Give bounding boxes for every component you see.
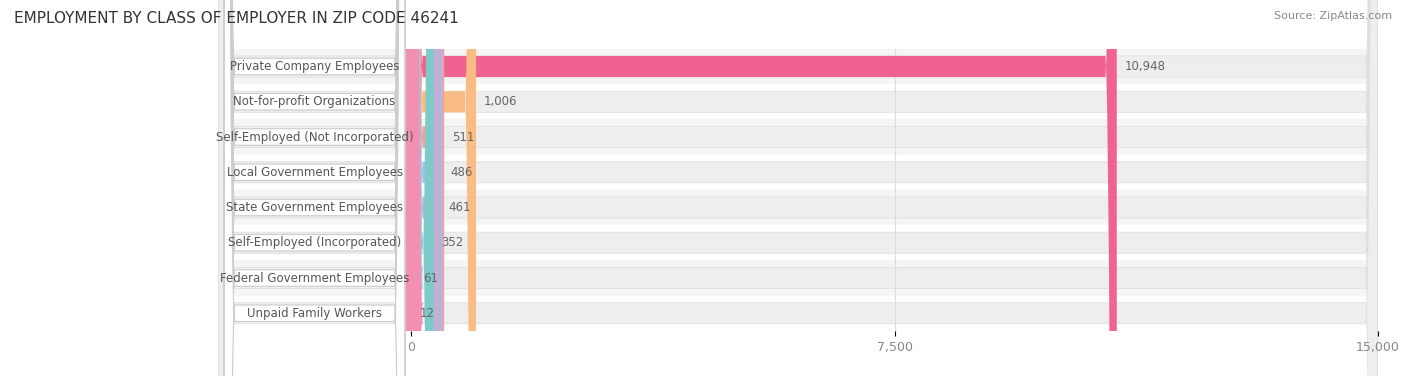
FancyBboxPatch shape	[225, 0, 405, 376]
Bar	[218, 225, 1378, 260]
Text: Private Company Employees: Private Company Employees	[229, 60, 399, 73]
Text: State Government Employees: State Government Employees	[226, 201, 404, 214]
FancyBboxPatch shape	[218, 0, 1378, 376]
Text: Unpaid Family Workers: Unpaid Family Workers	[247, 307, 382, 320]
Bar	[218, 260, 1378, 296]
FancyBboxPatch shape	[218, 0, 1378, 376]
FancyBboxPatch shape	[412, 0, 443, 376]
Text: Federal Government Employees: Federal Government Employees	[219, 271, 409, 285]
FancyBboxPatch shape	[218, 0, 1378, 376]
Text: Not-for-profit Organizations: Not-for-profit Organizations	[233, 95, 395, 108]
Text: 12: 12	[420, 307, 434, 320]
FancyBboxPatch shape	[401, 0, 423, 376]
Text: 10,948: 10,948	[1125, 60, 1166, 73]
Text: 1,006: 1,006	[484, 95, 517, 108]
FancyBboxPatch shape	[225, 0, 405, 376]
Text: 486: 486	[450, 166, 472, 179]
FancyBboxPatch shape	[218, 0, 1378, 376]
FancyBboxPatch shape	[225, 0, 405, 376]
FancyBboxPatch shape	[225, 0, 405, 376]
Text: 511: 511	[451, 130, 474, 144]
FancyBboxPatch shape	[225, 0, 405, 376]
Bar	[218, 296, 1378, 331]
Bar	[218, 84, 1378, 120]
Bar	[218, 120, 1378, 155]
Text: EMPLOYMENT BY CLASS OF EMPLOYER IN ZIP CODE 46241: EMPLOYMENT BY CLASS OF EMPLOYER IN ZIP C…	[14, 11, 458, 26]
FancyBboxPatch shape	[225, 0, 405, 376]
FancyBboxPatch shape	[218, 0, 1378, 376]
FancyBboxPatch shape	[225, 0, 405, 376]
FancyBboxPatch shape	[412, 0, 1116, 376]
FancyBboxPatch shape	[404, 0, 423, 376]
FancyBboxPatch shape	[412, 0, 444, 376]
Text: Source: ZipAtlas.com: Source: ZipAtlas.com	[1274, 11, 1392, 21]
Text: Local Government Employees: Local Government Employees	[226, 166, 402, 179]
Text: 61: 61	[423, 271, 437, 285]
Text: Self-Employed (Incorporated): Self-Employed (Incorporated)	[228, 236, 401, 249]
FancyBboxPatch shape	[225, 0, 405, 376]
FancyBboxPatch shape	[412, 0, 441, 376]
Text: Self-Employed (Not Incorporated): Self-Employed (Not Incorporated)	[215, 130, 413, 144]
Text: 352: 352	[441, 236, 464, 249]
Text: 461: 461	[449, 201, 471, 214]
Bar	[218, 190, 1378, 225]
Bar	[218, 155, 1378, 190]
FancyBboxPatch shape	[218, 0, 1378, 376]
FancyBboxPatch shape	[218, 0, 1378, 376]
FancyBboxPatch shape	[412, 0, 434, 376]
FancyBboxPatch shape	[218, 0, 1378, 376]
FancyBboxPatch shape	[412, 0, 477, 376]
Bar	[218, 49, 1378, 84]
